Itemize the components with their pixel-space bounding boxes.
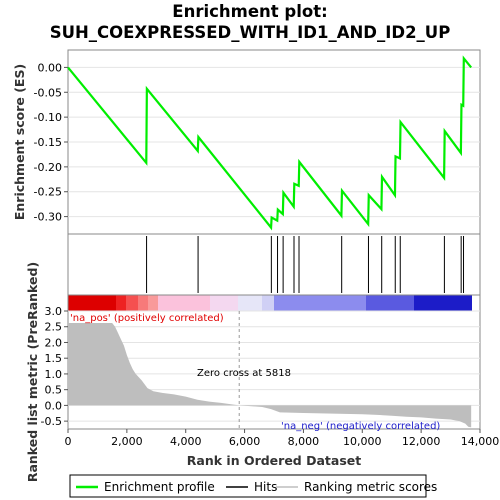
x-tick-label: 4,000: [170, 435, 202, 448]
es-y-tick-label: -0.25: [34, 186, 62, 199]
ranked-metric-area: [68, 322, 472, 428]
es-y-tick-label: -0.10: [34, 111, 62, 124]
es-y-ticks: 0.00 -0.05 -0.10 -0.15 -0.20 -0.25 -0.30: [34, 61, 68, 224]
x-tick-label: 0: [65, 435, 72, 448]
metric-x-ticks: 0 2,000 4,000 6,000 8,000 10,000 12,000 14,000: [65, 429, 500, 448]
metric-y-tick-label: 1.0: [45, 368, 63, 381]
title-line-2: SUH_COEXPRESSED_WITH_ID1_AND_ID2_UP: [50, 23, 451, 42]
legend-box: [69, 474, 427, 498]
metric-y-tick-label: -0.5: [41, 415, 62, 428]
legend-enrichment-profile: Enrichment profile: [104, 480, 215, 494]
es-y-tick-label: -0.05: [34, 86, 62, 99]
hits-panel: [67, 233, 481, 296]
es-y-tick-label: -0.15: [34, 136, 62, 149]
title-line-1: Enrichment plot:: [172, 2, 327, 21]
legend-hits: Hits: [254, 480, 277, 494]
x-tick-label: 6,000: [229, 435, 261, 448]
metric-y-axis-label: Ranked list metric (PreRanked): [25, 262, 40, 482]
x-tick-label: 2,000: [111, 435, 143, 448]
es-gridlines: [68, 66, 480, 218]
x-tick-label: 10,000: [343, 435, 382, 448]
legend-ranking-metric-scores: Ranking metric scores: [304, 480, 437, 494]
enrichment-profile-line: [67, 55, 473, 231]
x-tick-label: 14,000: [461, 435, 500, 448]
x-tick-label: 8,000: [288, 435, 320, 448]
metric-y-tick-label: 2.0: [45, 336, 63, 349]
es-y-tick-label: -0.20: [34, 161, 62, 174]
metric-y-tick-label: 0.0: [45, 399, 63, 412]
x-axis-label: Rank in Ordered Dataset: [187, 453, 361, 468]
negative-correlation-label: 'na_neg' (negatively correlated): [281, 421, 440, 432]
metric-y-tick-label: 1.5: [45, 352, 63, 365]
es-y-tick-label: 0.00: [38, 61, 63, 74]
rank-color-bar: [67, 294, 481, 312]
metric-y-tick-label: 3.0: [45, 305, 63, 318]
zero-cross-label: Zero cross at 5818: [197, 368, 291, 379]
es-y-axis-label: Enrichment score (ES): [12, 64, 27, 220]
x-tick-label: 12,000: [402, 435, 441, 448]
metric-y-ticks: 3.0 2.5 2.0 1.5 1.0 0.5 0.0 -0.5: [41, 305, 68, 428]
hit-marks: [146, 236, 465, 293]
metric-y-tick-label: 0.5: [45, 384, 63, 397]
positive-correlation-label: 'na_pos' (positively correlated): [70, 313, 224, 324]
legend: Enrichment profile Hits Ranking metric s…: [69, 474, 437, 498]
es-y-tick-label: -0.30: [34, 211, 62, 224]
metric-y-tick-label: 2.5: [45, 321, 63, 334]
